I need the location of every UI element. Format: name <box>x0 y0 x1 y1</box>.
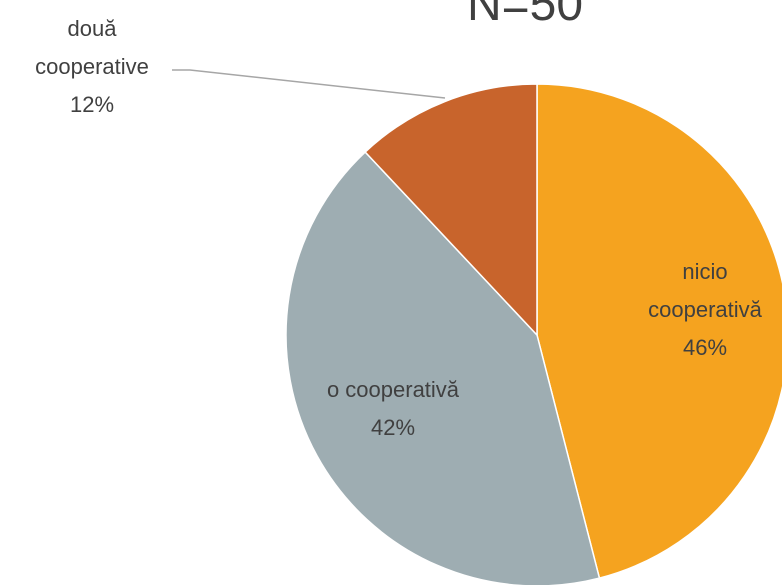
slice-label: nicio cooperativă 46% <box>640 253 770 367</box>
slice-label: o cooperativă 42% <box>283 371 503 447</box>
value-label: 12% <box>69 92 115 117</box>
category-name: două cooperative <box>35 16 149 79</box>
value-label: 42% <box>370 415 416 440</box>
chart-title: N=50 <box>467 0 583 31</box>
category-name: o cooperativă <box>326 377 460 402</box>
pie-slice <box>364 83 538 337</box>
category-name: nicio cooperativă <box>648 259 762 322</box>
value-label: 46% <box>682 335 728 360</box>
pie-slice <box>536 83 782 580</box>
pie-slice <box>285 150 601 585</box>
slice-label: două cooperative 12% <box>27 10 157 124</box>
leader-line <box>172 69 446 99</box>
